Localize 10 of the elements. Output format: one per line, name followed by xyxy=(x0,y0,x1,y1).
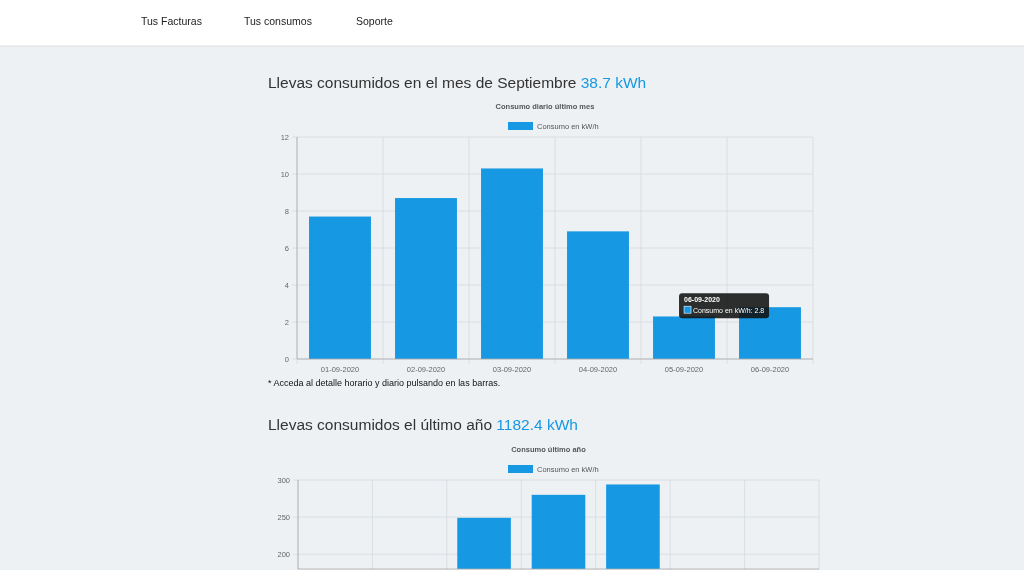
text: * Acceda al detalle horario y diario pulsando en las barras. xyxy=(268,378,501,388)
bar xyxy=(567,231,629,359)
text: Tus consumos xyxy=(244,15,312,27)
bar xyxy=(481,168,543,359)
text: Soporte xyxy=(356,15,393,27)
chart-title: Llevas consumidos el último año 1182.4 kWh xyxy=(268,416,578,433)
chart-title: Llevas consumidos en el mes de Septiembre 38.7 kWh xyxy=(268,74,647,91)
bar xyxy=(395,198,457,359)
bar xyxy=(309,216,371,359)
text: Tus Facturas xyxy=(141,15,202,27)
